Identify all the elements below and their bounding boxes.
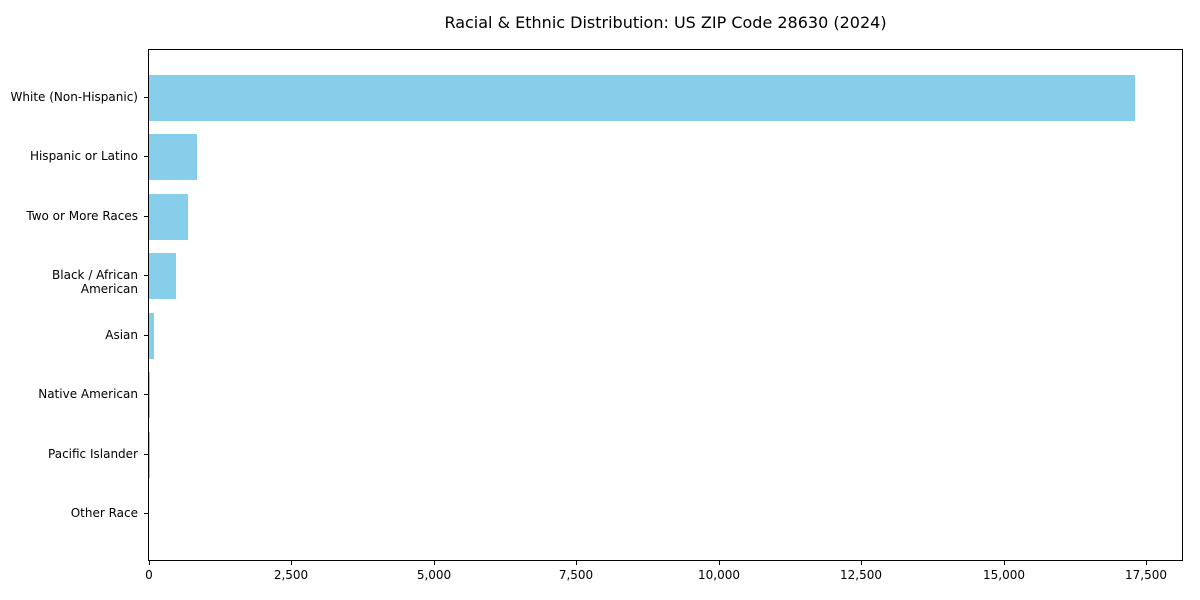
x-tick-label: 2,500	[273, 568, 309, 582]
y-tick-mark	[144, 513, 148, 514]
y-tick-label: Pacific Islander	[48, 447, 138, 461]
y-tick-label: Black / African American	[52, 268, 138, 296]
y-tick-mark	[144, 275, 148, 276]
plot-area	[148, 49, 1183, 561]
y-tick-mark	[144, 97, 148, 98]
x-tick-mark	[576, 561, 577, 565]
y-tick-mark	[144, 156, 148, 157]
y-tick-mark	[144, 335, 148, 336]
y-tick-mark	[144, 394, 148, 395]
y-tick-label: Native American	[38, 387, 138, 401]
bar-hispanic-or-latino	[149, 134, 197, 180]
bar-native-american	[149, 372, 150, 418]
x-tick-label: 5,000	[416, 568, 452, 582]
y-tick-label: White (Non-Hispanic)	[10, 90, 138, 104]
x-tick-label: 15,000	[983, 568, 1025, 582]
x-tick-label: 0	[145, 568, 153, 582]
x-tick-mark	[149, 561, 150, 565]
y-tick-label: Hispanic or Latino	[29, 149, 138, 163]
x-tick-mark	[291, 561, 292, 565]
y-tick-label: Two or More Races	[26, 209, 138, 223]
bar-white-non-hispanic	[149, 75, 1135, 121]
bar-asian	[149, 313, 154, 359]
x-tick-label: 12,500	[840, 568, 882, 582]
y-tick-mark	[144, 454, 148, 455]
chart-title: Racial & Ethnic Distribution: US ZIP Cod…	[444, 13, 887, 32]
bar-two-or-more-races	[149, 194, 188, 240]
y-tick-label: Asian	[105, 328, 138, 342]
x-tick-mark	[719, 561, 720, 565]
x-tick-mark	[1004, 561, 1005, 565]
x-tick-mark	[861, 561, 862, 565]
bar-pacific-islander	[149, 432, 150, 478]
x-tick-mark	[1146, 561, 1147, 565]
x-tick-label: 7,500	[558, 568, 594, 582]
y-tick-label: Other Race	[70, 506, 138, 520]
x-tick-label: 17,500	[1125, 568, 1167, 582]
y-tick-mark	[144, 216, 148, 217]
x-tick-label: 10,000	[698, 568, 740, 582]
x-tick-mark	[434, 561, 435, 565]
bar-black-african-american	[149, 253, 176, 299]
